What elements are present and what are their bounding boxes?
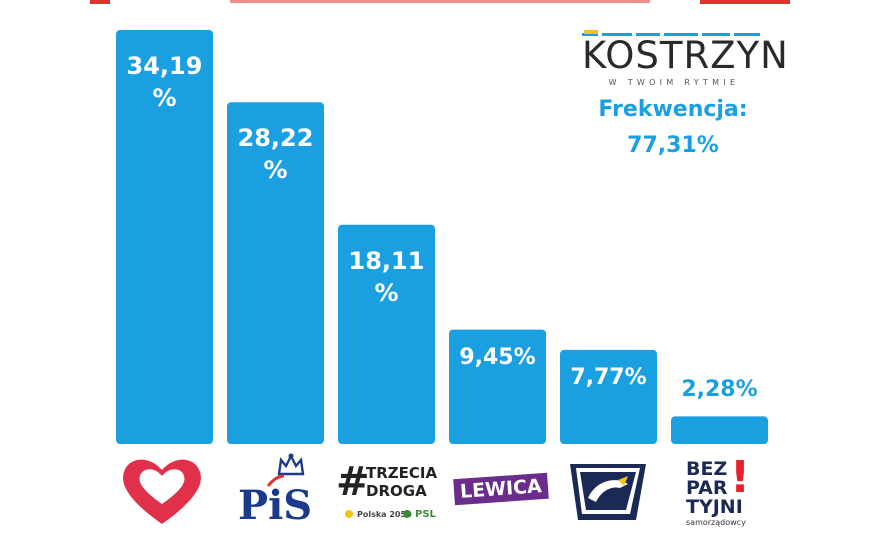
bar-6 bbox=[671, 416, 768, 444]
crown-icon bbox=[277, 453, 305, 476]
psl-clover-icon bbox=[403, 510, 411, 518]
pis-logo: PiS bbox=[236, 452, 316, 528]
td-line1: TRZECIA bbox=[366, 464, 438, 482]
bez-line3: TYJNI bbox=[686, 496, 743, 518]
konfederacja-eagle-icon bbox=[570, 464, 646, 520]
td-sub-left: Polska 2050 bbox=[357, 510, 412, 519]
bezpartyjni-logo: BEZ PAR TYJNI ! samorządowcy bbox=[684, 452, 764, 528]
trzecia-droga-logo: # TRZECIA DROGA Polska 2050 PSL bbox=[336, 462, 440, 526]
logo-bars-icon bbox=[582, 30, 760, 36]
bar-4 bbox=[449, 329, 546, 444]
bar-5 bbox=[560, 349, 657, 444]
kostrzyn-logo: KOSTRZYN W TWOIM RYTMIE bbox=[582, 30, 788, 90]
pis-red-stroke-icon bbox=[266, 474, 285, 487]
bar-value-label-1: 34,19 % bbox=[126, 52, 203, 112]
bar-3 bbox=[338, 224, 435, 444]
turnout-label: Frekwencja: bbox=[598, 97, 748, 122]
bez-line2: PAR bbox=[686, 477, 728, 499]
td-sub-right: PSL bbox=[415, 509, 436, 520]
bar-value-label-5: 7,77% bbox=[570, 364, 647, 390]
turnout-value: 77,31% bbox=[627, 133, 719, 158]
ko-heart-icon bbox=[123, 459, 201, 524]
bar-value-label-6: 2,28% bbox=[681, 377, 758, 403]
bar-value-label-3: 18,11 % bbox=[348, 246, 425, 307]
td-line2: DROGA bbox=[366, 482, 427, 500]
polska2050-icon bbox=[345, 510, 353, 518]
top-decoration-strip bbox=[90, 0, 790, 4]
bar-value-label-4: 9,45% bbox=[459, 344, 536, 370]
bez-exclamation: ! bbox=[730, 452, 751, 503]
bez-line1: BEZ bbox=[686, 458, 728, 480]
bar-2 bbox=[227, 102, 324, 445]
pis-text: PiS bbox=[238, 482, 313, 529]
logo-tagline: W TWOIM RYTMIE bbox=[608, 78, 740, 87]
logo-word: KOSTRZYN bbox=[582, 34, 789, 77]
bez-sub: samorządowcy bbox=[686, 518, 746, 527]
bar-value-label-2: 28,22 % bbox=[237, 124, 314, 185]
bar-1 bbox=[116, 30, 213, 444]
td-hash: # bbox=[336, 459, 370, 505]
